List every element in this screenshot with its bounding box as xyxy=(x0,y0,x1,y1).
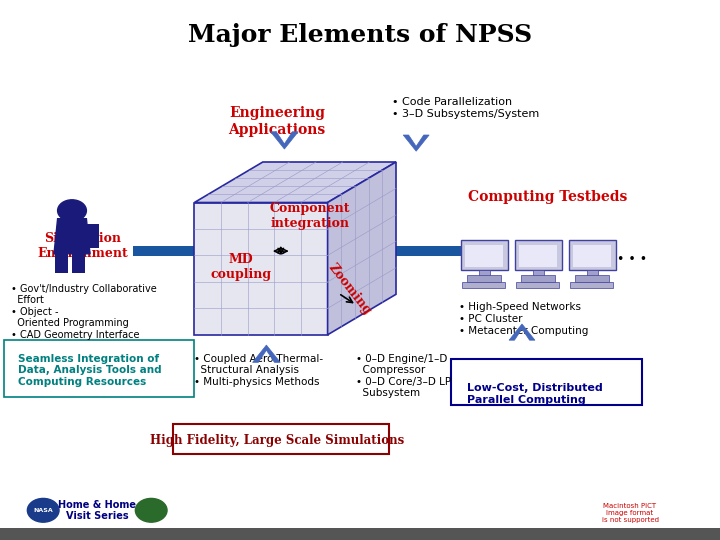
Text: Component
integration: Component integration xyxy=(269,202,350,230)
Bar xyxy=(0,528,720,540)
Text: Computing Testbeds: Computing Testbeds xyxy=(467,190,627,204)
Polygon shape xyxy=(194,202,328,335)
Text: Zooming: Zooming xyxy=(325,261,373,317)
Bar xyxy=(519,245,557,267)
Bar xyxy=(573,245,611,267)
Bar xyxy=(533,270,544,276)
Text: Engineering
Applications: Engineering Applications xyxy=(228,106,326,137)
Text: NASA: NASA xyxy=(33,508,53,513)
Text: MD
coupling: MD coupling xyxy=(211,253,271,281)
Text: • Coupled Aero-Thermal-
  Structural Analysis
• Multi-physics Methods: • Coupled Aero-Thermal- Structural Analy… xyxy=(194,354,323,387)
Text: • • •: • • • xyxy=(617,253,647,266)
Text: • 0–D Engine/1–D
  Compressor
• 0–D Core/3–D LP
  Subsystem: • 0–D Engine/1–D Compressor • 0–D Core/3… xyxy=(356,354,451,399)
Text: Low-Cost, Distributed
Parallel Computing: Low-Cost, Distributed Parallel Computing xyxy=(467,383,603,405)
Polygon shape xyxy=(54,219,90,254)
Polygon shape xyxy=(253,345,280,362)
Circle shape xyxy=(135,498,167,522)
Bar xyxy=(74,224,99,248)
Bar xyxy=(462,282,505,288)
Bar xyxy=(575,275,609,282)
Bar xyxy=(133,246,248,256)
Text: Seamless Integration of
Data, Analysis Tools and
Computing Resources: Seamless Integration of Data, Analysis T… xyxy=(18,354,161,387)
Bar xyxy=(467,275,501,282)
Text: Simulation
Environment: Simulation Environment xyxy=(37,232,128,260)
Bar xyxy=(465,245,503,267)
Text: • High-Speed Networks
• PC Cluster
• Metacenter Computing: • High-Speed Networks • PC Cluster • Met… xyxy=(459,302,589,335)
Bar xyxy=(72,252,85,273)
FancyBboxPatch shape xyxy=(451,359,642,405)
Text: • Gov't/Industry Collaborative
  Effort
• Object -
  Oriented Programming
• CAD : • Gov't/Industry Collaborative Effort • … xyxy=(11,284,156,340)
Bar xyxy=(461,240,508,270)
Bar xyxy=(587,270,598,276)
Bar xyxy=(55,252,68,273)
Text: • Code Parallelization
• 3–D Subsystems/System: • Code Parallelization • 3–D Subsystems/… xyxy=(392,97,540,119)
Polygon shape xyxy=(328,162,396,335)
FancyBboxPatch shape xyxy=(173,424,389,454)
Bar xyxy=(515,240,562,270)
Bar xyxy=(570,282,613,288)
Text: High Fidelity, Large Scale Simulations: High Fidelity, Large Scale Simulations xyxy=(150,434,405,447)
Circle shape xyxy=(27,498,59,522)
Bar xyxy=(521,275,555,282)
Bar xyxy=(569,240,616,270)
Polygon shape xyxy=(509,324,535,340)
Text: Home & Home
Visit Series: Home & Home Visit Series xyxy=(58,500,136,521)
Polygon shape xyxy=(271,132,298,149)
Polygon shape xyxy=(403,135,429,151)
Text: Major Elements of NPSS: Major Elements of NPSS xyxy=(188,23,532,47)
Bar xyxy=(516,282,559,288)
Text: Macintosh PICT
Image format
is not supported: Macintosh PICT Image format is not suppo… xyxy=(601,503,659,523)
Polygon shape xyxy=(194,162,396,202)
FancyBboxPatch shape xyxy=(4,340,194,397)
Circle shape xyxy=(58,200,86,221)
Bar xyxy=(479,270,490,276)
Bar xyxy=(374,246,475,256)
